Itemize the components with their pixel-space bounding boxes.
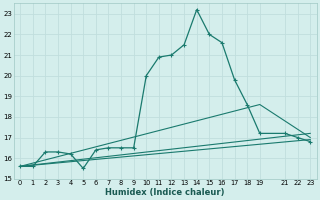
X-axis label: Humidex (Indice chaleur): Humidex (Indice chaleur)	[106, 188, 225, 197]
